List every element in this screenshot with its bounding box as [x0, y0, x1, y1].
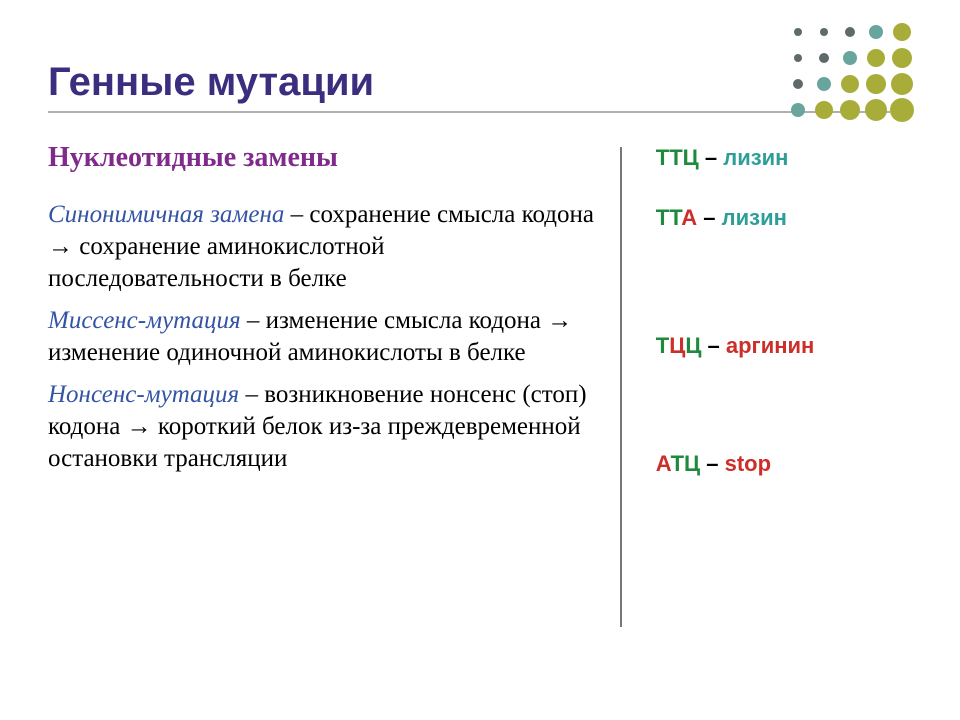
codon-dash: –: [699, 145, 723, 170]
codon-seq: ТТЦ: [656, 145, 699, 170]
title-underline: [48, 111, 890, 113]
codon-synonymous: ТТА – лизин: [656, 205, 912, 231]
paragraph-nonsense: Нонсенс-мутация – возникновение нонсенс …: [48, 379, 600, 475]
codon-dash: –: [701, 333, 725, 358]
left-column: Нуклеотидные замены Синонимичная замена …: [48, 141, 620, 633]
codon-pre: ТТ: [656, 205, 682, 230]
codon-dash: –: [700, 451, 724, 476]
spacer: [656, 359, 912, 451]
codon-post: Ц: [685, 333, 701, 358]
term-nonsense: Нонсенс-мутация: [48, 381, 239, 408]
subheader: Нуклеотидные замены: [48, 141, 600, 175]
paragraph-missense: Миссенс-мутация – изменение смысла кодон…: [48, 305, 600, 369]
spacer: [656, 231, 912, 333]
slide: Генные мутации Нуклеотидные замены Синон…: [0, 0, 960, 720]
term-synonymous: Синонимичная замена: [48, 201, 284, 228]
codon-dash: –: [697, 205, 721, 230]
codon-missense: ТЦЦ – аргинин: [656, 333, 912, 359]
codon-aa: лизин: [723, 145, 788, 170]
term-missense: Миссенс-мутация: [48, 307, 241, 334]
codon-mut: Ц: [669, 333, 685, 358]
right-column: ТТЦ – лизин ТТА – лизин ТЦЦ – аргинин АТ…: [622, 141, 912, 633]
paragraph-synonymous: Синонимичная замена – сохранение смысла …: [48, 199, 600, 295]
codon-aa: аргинин: [726, 333, 814, 358]
codon-mut: А: [656, 451, 671, 476]
codon-post: ТЦ: [671, 451, 701, 476]
slide-title: Генные мутации: [48, 60, 912, 105]
content-row: Нуклеотидные замены Синонимичная замена …: [48, 141, 912, 633]
codon-aa: лизин: [722, 205, 787, 230]
codon-aa: stop: [725, 451, 771, 476]
codon-mut: А: [681, 205, 697, 230]
codon-original: ТТЦ – лизин: [656, 145, 912, 171]
corner-dot-decoration: [784, 18, 934, 142]
codon-nonsense: АТЦ – stop: [656, 451, 912, 477]
codon-pre: Т: [656, 333, 669, 358]
spacer: [656, 171, 912, 205]
